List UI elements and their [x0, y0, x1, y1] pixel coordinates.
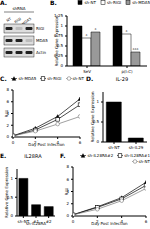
svg-text:SeV: SeV: [83, 69, 91, 74]
html-text:E.: E.: [0, 152, 7, 159]
svg-text:#2: #2: [46, 219, 52, 224]
svg-text:1: 1: [96, 99, 99, 104]
svg-text:0: 0: [10, 213, 13, 218]
svg-text:0: 0: [8, 134, 9, 139]
svg-text:***: ***: [133, 47, 139, 52]
svg-text:6: 6: [8, 99, 9, 104]
html-text:sh-RIGI: sh-RIGI: [47, 76, 62, 81]
html-text:IL-29: IL-29: [115, 76, 129, 82]
svg-text:6: 6: [66, 177, 69, 182]
svg-text:RIGI: RIGI: [13, 16, 22, 25]
svg-text:RLU: RLU: [8, 110, 9, 118]
svg-text:6: 6: [79, 140, 82, 145]
svg-text:0: 0: [72, 219, 75, 224]
html-text:sh-MDA5: sh-MDA5: [18, 76, 37, 81]
svg-text:0: 0: [96, 139, 99, 144]
html-text:sh-NT: sh-NT: [138, 159, 150, 164]
html-text:sh-NT: sh-NT: [84, 0, 96, 5]
svg-text:*: *: [86, 33, 88, 38]
svg-text:MDA5: MDA5: [36, 38, 48, 43]
html-text:sh-NT: sh-NT: [72, 76, 84, 81]
svg-text:0: 0: [60, 63, 63, 68]
svg-text:RIGI: RIGI: [36, 26, 44, 31]
svg-text:*: *: [95, 27, 97, 32]
html-text:F.: F.: [60, 152, 66, 159]
svg-text:p(I:C): p(I:C): [122, 69, 133, 74]
svg-text:shRNA: shRNA: [12, 6, 25, 11]
html-text:sh-IL28RA#2: sh-IL28RA#2: [87, 153, 114, 158]
svg-text:0.5: 0.5: [56, 43, 63, 49]
svg-text:8: 8: [8, 87, 9, 92]
html-text:sh-RIGI: sh-RIGI: [106, 0, 122, 5]
html-text:D.: D.: [86, 75, 94, 82]
svg-text:Relative Gene Expression: Relative Gene Expression: [54, 15, 59, 66]
svg-text:sh-NT: sh-NT: [108, 145, 120, 150]
svg-text:8: 8: [66, 164, 69, 169]
svg-text:sh-IL28RA: sh-IL28RA: [26, 221, 46, 226]
svg-text:sh-NT: sh-NT: [17, 218, 30, 224]
svg-text:1: 1: [10, 176, 13, 181]
svg-text:Actin: Actin: [36, 50, 47, 55]
html-text:sh-IL28RA#1: sh-IL28RA#1: [124, 153, 150, 158]
svg-text:*: *: [126, 29, 128, 34]
svg-text:Day Post Infection: Day Post Infection: [28, 142, 65, 147]
html-text:A.: A.: [0, 0, 7, 6]
html-text:IL28RA: IL28RA: [24, 153, 42, 159]
svg-text:Relative Gene Expression: Relative Gene Expression: [90, 91, 95, 142]
svg-text:RLU: RLU: [64, 188, 69, 196]
svg-text:0: 0: [12, 140, 15, 145]
svg-text:MDA5: MDA5: [21, 16, 32, 26]
svg-text:Relative Gene Expression: Relative Gene Expression: [8, 167, 9, 218]
svg-text:NT: NT: [8, 16, 13, 22]
svg-text:1: 1: [60, 23, 63, 28]
html-text:C.: C.: [0, 75, 7, 82]
svg-text:0.5: 0.5: [92, 119, 99, 125]
svg-text:2: 2: [66, 201, 69, 206]
svg-text:Day Post Infection: Day Post Infection: [91, 221, 128, 226]
html-text:B.: B.: [50, 0, 57, 6]
svg-text:2: 2: [8, 123, 9, 128]
svg-text:sh-IL29: sh-IL29: [129, 145, 142, 150]
html-text:sh-MDA5: sh-MDA5: [132, 0, 150, 5]
svg-text:0: 0: [66, 213, 69, 218]
